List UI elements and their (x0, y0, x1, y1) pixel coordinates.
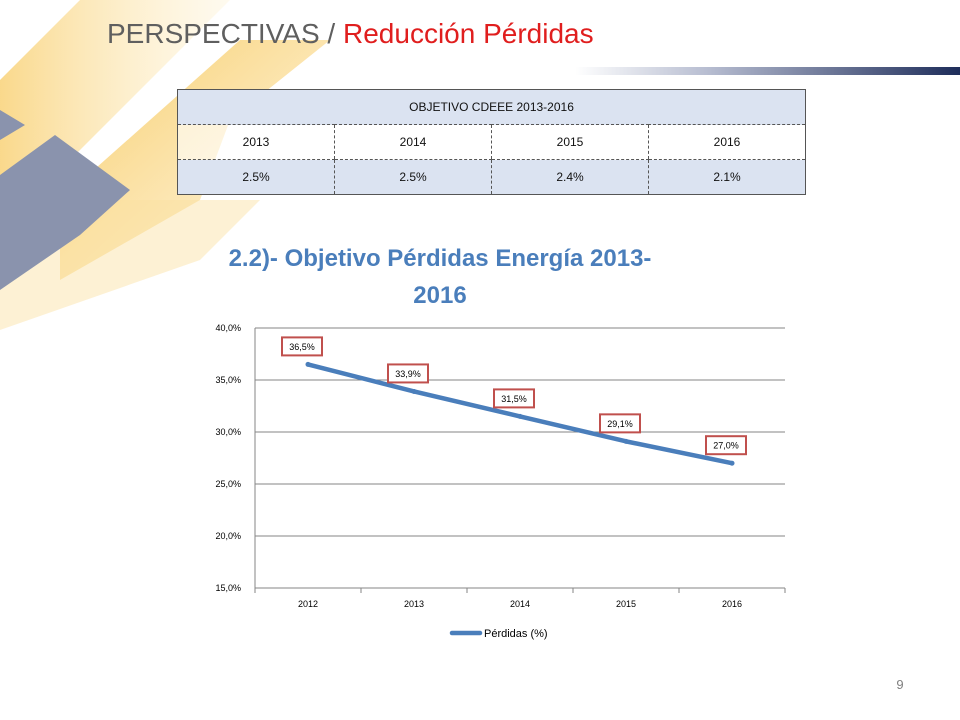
objective-table: OBJETIVO CDEEE 2013-2016 2013 2014 2015 … (177, 89, 806, 195)
slide-title-section: PERSPECTIVAS (107, 18, 320, 49)
y-tick-label: 35,0% (215, 375, 241, 385)
objective-value-cell: 2.5% (334, 159, 492, 195)
x-tick-label: 2015 (616, 599, 636, 609)
chart-title: 2.2)- Objetivo Pérdidas Energía 2013- 20… (200, 240, 680, 314)
objective-value-cell: 2.1% (648, 159, 806, 195)
legend-label: Pérdidas (%) (484, 628, 548, 640)
losses-line-chart: 15,0% 20,0% 25,0% 30,0% 35,0% 40,0% 2012 2013 20… (215, 323, 786, 640)
data-point (729, 460, 735, 466)
data-point (517, 413, 523, 419)
slide-title-separator: / (319, 18, 343, 49)
data-point (623, 438, 629, 444)
x-tick-label: 2016 (722, 599, 742, 609)
chart-title-line-1: 2.2)- Objetivo Pérdidas Energía 2013- (228, 245, 652, 272)
data-label: 33,9% (395, 369, 421, 379)
series-line (305, 362, 735, 466)
slide-title: PERSPECTIVAS / Reducción Pérdidas (107, 18, 594, 50)
objective-year-cell: 2013 (177, 124, 335, 160)
objective-year-cell: 2016 (648, 124, 806, 160)
y-tick-label: 40,0% (215, 323, 241, 333)
data-point (305, 361, 311, 367)
objective-table-header: OBJETIVO CDEEE 2013-2016 (177, 89, 806, 125)
y-tick-label: 15,0% (215, 583, 241, 593)
y-tick-label: 25,0% (215, 479, 241, 489)
data-point (411, 388, 417, 394)
data-label: 36,5% (289, 342, 315, 352)
slide-title-topic: Reducción Pérdidas (343, 18, 594, 49)
objective-year-cell: 2015 (491, 124, 649, 160)
data-label-box (705, 435, 747, 456)
data-label-box (387, 363, 429, 384)
data-label-box (281, 336, 323, 357)
data-label-box (493, 388, 535, 409)
data-label: 27,0% (713, 441, 739, 451)
y-tick-label: 30,0% (215, 427, 241, 437)
objective-year-cell: 2014 (334, 124, 492, 160)
x-tick-label: 2014 (510, 599, 530, 609)
data-label-box (599, 413, 641, 434)
objective-value-cell: 2.5% (177, 159, 335, 195)
x-tick-label: 2012 (298, 599, 318, 609)
title-underline-bar (575, 67, 960, 75)
chart-title-line-2: 2016 (413, 282, 467, 309)
data-label: 31,5% (501, 394, 527, 404)
objective-value-cell: 2.4% (491, 159, 649, 195)
x-tick-label: 2013 (404, 599, 424, 609)
data-label: 29,1% (607, 419, 633, 429)
y-tick-label: 20,0% (215, 531, 241, 541)
page-number: 9 (896, 677, 904, 692)
